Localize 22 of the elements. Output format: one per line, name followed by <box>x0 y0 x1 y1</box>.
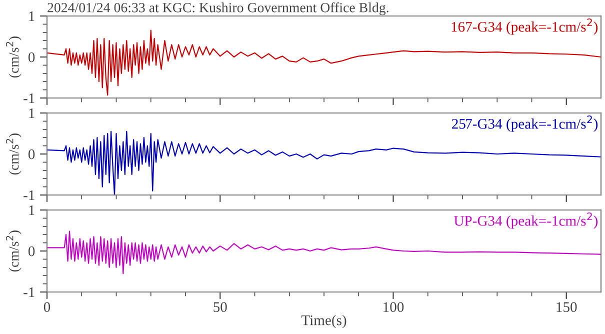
y-tick-label: 0 <box>28 149 35 160</box>
y-axis-title: (cm/s$^{2}$) <box>6 134 22 174</box>
y-axis-title: (cm/s$^{2}$) <box>6 36 22 78</box>
series-label: UP-G34 (peak=-1cm/s$^{2}$) <box>454 212 598 229</box>
y-tick-label: 1 <box>29 108 34 118</box>
y-tick-label: -1 <box>24 93 34 104</box>
y-tick-label: -1 <box>24 287 34 298</box>
series-label: 257-G34 (peak=-1cm/s$^{2}$) <box>452 115 598 132</box>
y-tick-label: 1 <box>29 11 34 22</box>
chart-title: 2024/01/24 06:33 at KGC: Kushiro Government Office Bldg. <box>48 2 388 16</box>
series-label: 167-G34 (peak=-1cm/s$^{2}$) <box>452 18 598 35</box>
y-axis-title: (cm/s$^{2}$) <box>6 230 22 272</box>
y-tick-label: 0 <box>28 52 35 62</box>
y-tick-label: -1 <box>24 190 34 200</box>
x-tick-label: 150 <box>556 302 577 312</box>
x-tick-label: 50 <box>214 302 227 312</box>
x-tick-label: 0 <box>44 302 50 312</box>
x-tick-label: 100 <box>384 302 404 312</box>
x-axis-title: Time(s) <box>301 314 346 328</box>
line-series <box>47 230 601 274</box>
y-tick-label: 0 <box>28 246 35 256</box>
y-tick-label: 1 <box>29 205 34 216</box>
